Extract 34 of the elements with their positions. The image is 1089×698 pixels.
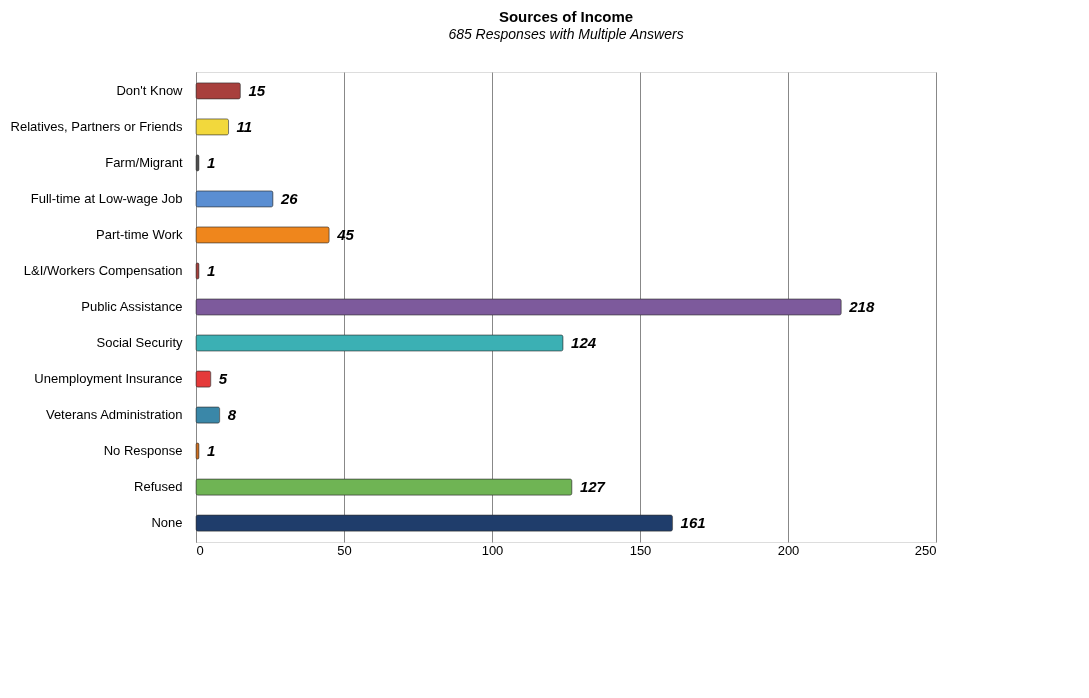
y-tick-label: Part-time Work — [96, 226, 183, 242]
data-label: 218 — [848, 298, 875, 315]
y-tick-label: Social Security — [96, 335, 183, 351]
y-tick-label: No Response — [103, 443, 183, 459]
data-label: 1 — [206, 442, 216, 460]
y-tick-label: L&I/Workers Compensation — [23, 262, 183, 278]
y-tick-label: Refused — [134, 479, 183, 495]
data-label: 15 — [248, 81, 266, 99]
chart-title: Sources of Income — [498, 8, 634, 25]
data-label: 26 — [279, 189, 299, 207]
y-tick-label: None — [151, 515, 183, 531]
y-tick-label: Don't Know — [116, 82, 184, 98]
data-label: 1 — [206, 153, 216, 171]
x-tick-label: 0 — [196, 542, 204, 558]
x-tick-label: 250 — [914, 542, 937, 558]
y-tick-label: Full-time at Low-wage Job — [30, 190, 183, 206]
data-label: 45 — [336, 225, 355, 243]
data-label: 11 — [236, 117, 253, 135]
y-tick-label: Relatives, Partners or Friends — [10, 118, 183, 134]
x-tick-label: 50 — [337, 542, 352, 558]
data-label: 5 — [218, 370, 228, 388]
data-label: 1 — [206, 261, 216, 279]
y-tick-label: Farm/Migrant — [105, 154, 183, 170]
y-tick-label: Unemployment Insurance — [34, 371, 183, 387]
x-tick-label: 150 — [629, 542, 652, 558]
data-label: 8 — [227, 406, 237, 424]
y-tick-label: Veterans Administration — [45, 407, 183, 423]
x-tick-label: 100 — [481, 542, 504, 558]
data-label: 124 — [571, 334, 597, 352]
data-label: 127 — [579, 478, 606, 496]
chart-subtitle: 685 Responses with Multiple Answers — [448, 26, 684, 42]
x-tick-label: 200 — [777, 542, 800, 558]
y-tick-label: Public Assistance — [81, 299, 183, 314]
data-label: 161 — [680, 514, 706, 532]
